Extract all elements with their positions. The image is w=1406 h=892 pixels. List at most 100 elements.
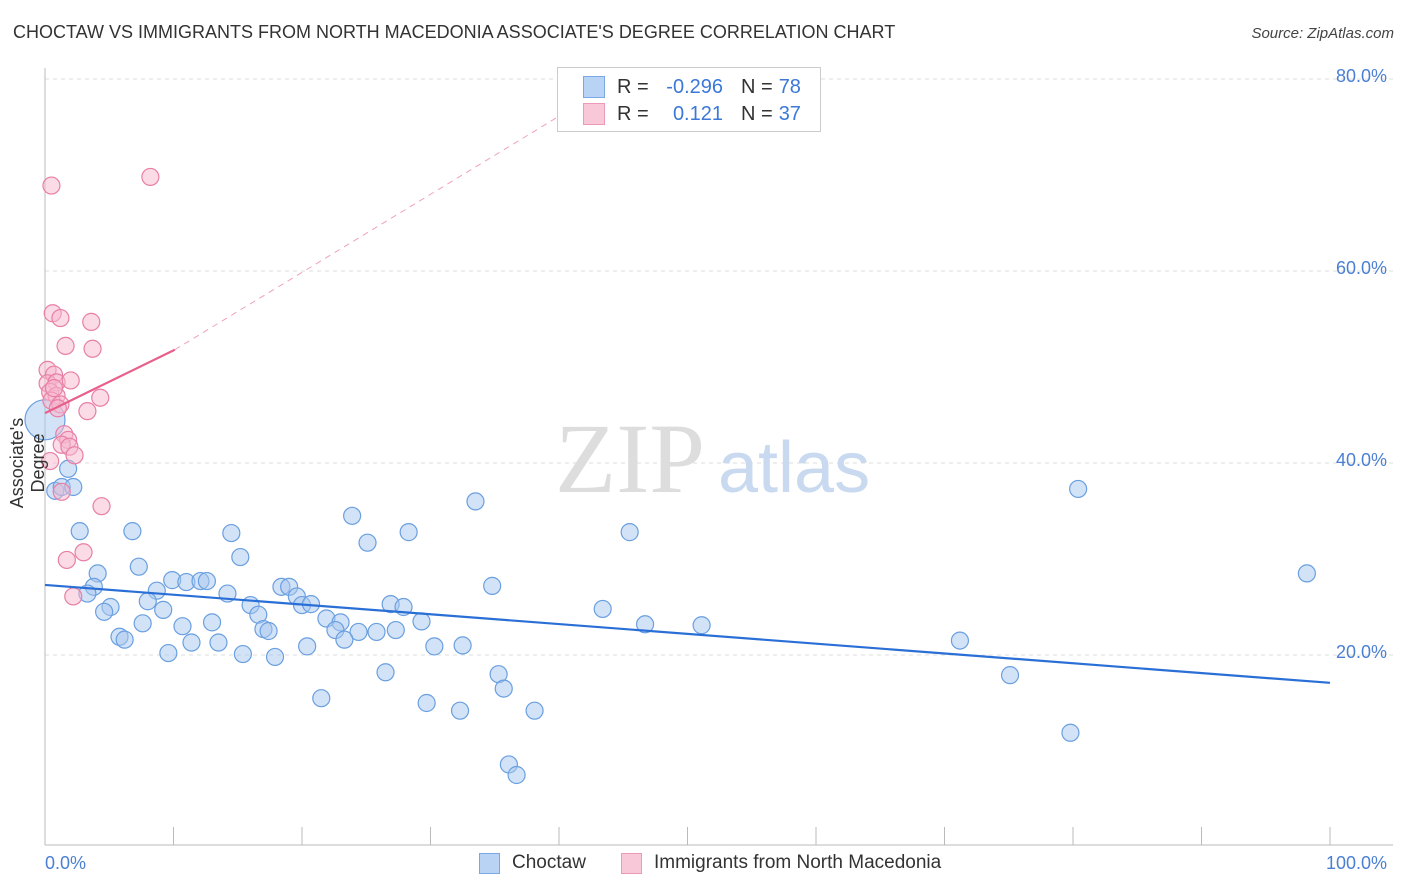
- choctaw-point: [593, 599, 612, 619]
- n-label: N =: [741, 75, 773, 98]
- r-value: 0.121: [672, 102, 723, 125]
- choctaw-point: [343, 506, 362, 525]
- choctaw-point: [182, 633, 201, 652]
- choctaw-point: [453, 636, 472, 655]
- macedonia-point: [57, 550, 76, 570]
- y-tick-label: 60.0%: [1336, 258, 1388, 278]
- x-tick-max: 100.0%: [1326, 853, 1388, 873]
- macedonia-point: [51, 308, 70, 328]
- r-value: -0.296: [666, 75, 723, 98]
- choctaw-point: [1297, 564, 1316, 583]
- r-label: R =: [617, 102, 649, 125]
- choctaw-point: [231, 547, 250, 567]
- choctaw-point: [417, 693, 436, 713]
- choctaw-point: [133, 614, 152, 633]
- choctaw-point: [349, 622, 368, 642]
- choctaw-point: [222, 523, 241, 543]
- chart-title: CHOCTAW VS IMMIGRANTS FROM NORTH MACEDON…: [13, 22, 896, 42]
- macedonia-point: [44, 379, 64, 398]
- macedonia-point: [64, 587, 83, 606]
- choctaw-point: [70, 522, 89, 541]
- x-tick-min: 0.0%: [45, 853, 87, 873]
- choctaw-point: [386, 620, 405, 640]
- legend-label: Immigrants from North Macedonia: [654, 852, 942, 873]
- choctaw-swatch: [583, 76, 605, 98]
- macedonia-trendline-extension: [174, 68, 637, 351]
- legend-row-choctaw: R = -0.296 N = 78: [583, 74, 801, 100]
- y-axis-label: Associate's Degree: [7, 417, 48, 509]
- choctaw-point: [335, 630, 354, 649]
- watermark-zip: ZIP: [555, 403, 705, 514]
- macedonia-point: [74, 543, 93, 562]
- macedonia-swatch: [621, 852, 642, 874]
- choctaw-point: [115, 630, 134, 649]
- macedonia-swatch: [583, 103, 605, 125]
- macedonia-point: [41, 451, 60, 471]
- choctaw-point: [259, 621, 278, 641]
- y-tick-label: 20.0%: [1336, 642, 1388, 662]
- choctaw-point: [312, 689, 331, 708]
- macedonia-point: [83, 339, 102, 358]
- y-tick-label: 80.0%: [1336, 66, 1388, 86]
- choctaw-point: [209, 633, 228, 652]
- choctaw-point: [138, 592, 157, 611]
- choctaw-point: [123, 522, 142, 541]
- macedonia-point: [61, 371, 80, 390]
- macedonia-trendline: [44, 348, 176, 415]
- choctaw-point: [412, 612, 431, 631]
- macedonia-point: [141, 167, 160, 187]
- choctaw-point: [950, 631, 970, 650]
- choctaw-point: [367, 622, 386, 642]
- choctaw-point: [483, 576, 502, 595]
- legend-item-choctaw[interactable]: Choctaw: [479, 852, 586, 874]
- choctaw-point: [620, 523, 639, 542]
- choctaw-point: [494, 679, 513, 698]
- choctaw-point: [450, 701, 470, 720]
- macedonia-point: [48, 399, 67, 418]
- choctaw-point: [173, 617, 192, 636]
- watermark-atlas: atlas: [718, 428, 870, 508]
- choctaw-trendline: [44, 583, 1331, 684]
- macedonia-point: [65, 446, 84, 465]
- choctaw-point: [298, 637, 317, 656]
- choctaw-point: [376, 663, 395, 682]
- choctaw-point: [1061, 723, 1080, 742]
- macedonia-point: [52, 482, 71, 501]
- choctaw-point: [1069, 479, 1088, 499]
- macedonia-point: [82, 312, 101, 331]
- choctaw-point: [95, 602, 114, 621]
- choctaw-swatch: [479, 852, 500, 874]
- choctaw-point: [358, 533, 377, 552]
- choctaw-point: [525, 701, 544, 720]
- choctaw-point: [233, 644, 252, 664]
- legend-item-macedonia[interactable]: Immigrants from North Macedonia: [621, 852, 941, 874]
- choctaw-point: [159, 643, 178, 663]
- y-tick-label: 40.0%: [1336, 450, 1388, 470]
- legend-label: Choctaw: [512, 852, 586, 873]
- macedonia-point: [42, 176, 61, 195]
- n-value: 37: [778, 102, 801, 125]
- choctaw-point: [507, 765, 526, 785]
- choctaw-point: [1000, 666, 1020, 685]
- r-label: R =: [617, 75, 649, 98]
- n-label: N =: [741, 102, 773, 125]
- choctaw-point: [399, 523, 418, 542]
- choctaw-point: [425, 637, 444, 656]
- choctaw-point: [197, 571, 217, 591]
- legend-row-macedonia: R = 0.121 N = 37: [583, 101, 801, 127]
- macedonia-point: [56, 336, 75, 355]
- choctaw-point: [265, 647, 285, 667]
- choctaw-point: [466, 492, 485, 511]
- choctaw-point: [692, 616, 711, 635]
- choctaw-point: [154, 600, 173, 619]
- source-label: Source: ZipAtlas.com: [1251, 25, 1394, 42]
- macedonia-point: [92, 497, 111, 516]
- choctaw-point: [202, 613, 222, 632]
- choctaw-point: [635, 615, 655, 634]
- stats-legend: R = -0.296 N = 78 R = 0.121 N = 37: [557, 67, 821, 132]
- choctaw-point: [129, 557, 148, 576]
- macedonia-point: [91, 388, 110, 407]
- macedonia-point: [78, 402, 97, 421]
- n-value: 78: [778, 75, 801, 98]
